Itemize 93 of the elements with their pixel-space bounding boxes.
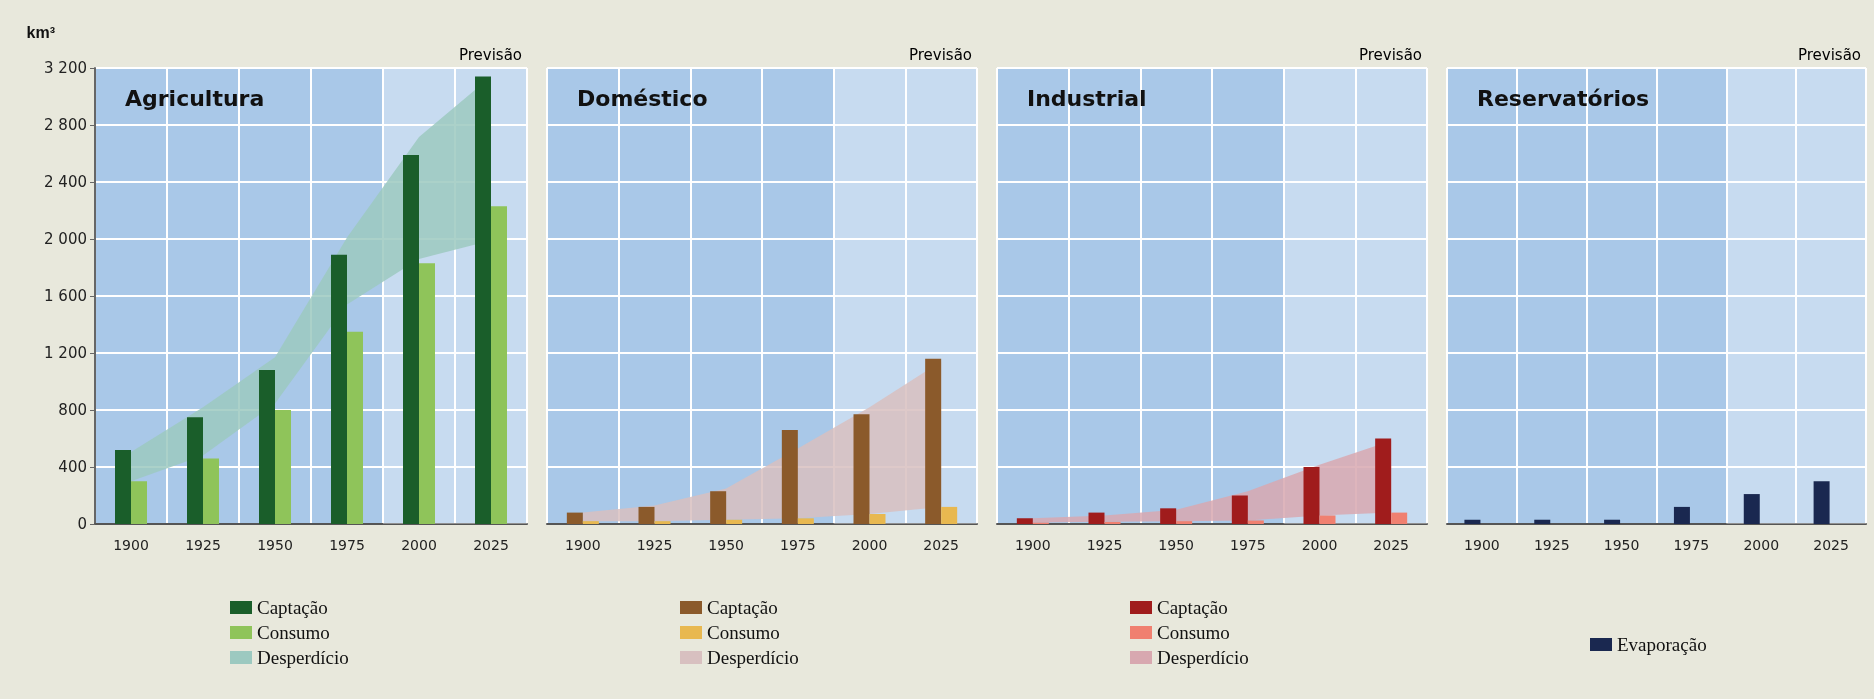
legend-label: Consumo: [1157, 622, 1230, 643]
bar: [654, 521, 671, 524]
bar: [1813, 481, 1830, 524]
legend-label: Captação: [257, 597, 328, 618]
legend-label: Consumo: [707, 622, 780, 643]
legend-label: Desperdício: [257, 647, 349, 668]
text: Agricultura: [125, 85, 265, 111]
bar: [1391, 512, 1408, 524]
bar: [203, 458, 219, 524]
bar: [566, 512, 583, 524]
x-tick-label: 2025: [473, 537, 509, 553]
x-tick-label: 1925: [1533, 537, 1570, 553]
bar: [491, 206, 507, 524]
bar: [187, 417, 203, 524]
x-tick-label: 2025: [923, 537, 959, 553]
x-tick-label: 1900: [1464, 537, 1500, 553]
y-axis-title: km³: [26, 23, 55, 41]
bar: [710, 491, 727, 524]
x-tick-label: 1975: [1673, 537, 1710, 553]
x-tick-label: 2000: [401, 537, 437, 553]
bar: [331, 254, 347, 524]
bar: [1743, 494, 1760, 524]
bar: [941, 506, 958, 524]
x-tick-label: 1900: [1015, 537, 1051, 553]
bar: [1160, 508, 1177, 524]
x-tick-label: 1975: [329, 537, 365, 553]
bar: [259, 370, 275, 524]
x-tick-label: 2000: [851, 537, 888, 553]
bar: [115, 449, 131, 524]
bar: [781, 429, 798, 524]
x-tick-label: 1975: [780, 537, 816, 553]
text: Reservatórios: [1477, 85, 1650, 111]
bar: [1319, 515, 1336, 524]
band-label: Previsão: [458, 45, 522, 64]
bar: [1016, 518, 1033, 524]
legend-label: Desperdício: [707, 647, 799, 668]
bar: [1534, 519, 1551, 524]
bar: [853, 414, 870, 524]
band-label: Previsão: [908, 45, 972, 64]
band-label: Previsão: [1797, 45, 1861, 64]
x-tick-label: 1975: [1230, 537, 1266, 553]
y-tick-label: 1 600: [44, 287, 87, 305]
x-tick-label: 1925: [185, 537, 221, 553]
text: Doméstico: [577, 85, 708, 111]
y-tick-label: 800: [58, 401, 87, 419]
bar: [1673, 506, 1690, 524]
bar: [347, 331, 363, 524]
bar: [131, 481, 147, 524]
x-tick-label: 1950: [257, 537, 293, 553]
x-tick-label: 1950: [1158, 537, 1194, 553]
x-tick-label: 2000: [1743, 537, 1780, 553]
bar: [925, 358, 942, 524]
bar: [1231, 495, 1248, 524]
legend-label: Captação: [707, 597, 778, 618]
bar: [1464, 519, 1481, 524]
bar: [638, 506, 655, 524]
bar: [1088, 512, 1105, 524]
legend-label: Consumo: [257, 622, 330, 643]
bar: [275, 410, 291, 524]
bar: [1604, 519, 1621, 524]
x-tick-label: 2025: [1813, 537, 1849, 553]
y-tick-label: 2 800: [44, 116, 87, 134]
band-label: Previsão: [1358, 45, 1422, 64]
bar: [1303, 467, 1320, 524]
y-tick-label: 3 200: [44, 59, 87, 77]
bar: [797, 518, 814, 524]
x-tick-label: 1900: [565, 537, 601, 553]
bar: [726, 519, 743, 524]
y-tick-label: 2 400: [44, 173, 87, 191]
x-tick-label: 2000: [1301, 537, 1338, 553]
bar: [1104, 521, 1121, 524]
x-tick-label: 1925: [1086, 537, 1123, 553]
bar: [1176, 521, 1193, 524]
x-tick-label: 1900: [113, 537, 149, 553]
legend-label: Evaporação: [1617, 634, 1707, 655]
x-tick-label: 2025: [1373, 537, 1409, 553]
y-tick-label: 400: [58, 458, 87, 476]
text: Industrial: [1027, 85, 1147, 111]
y-tick-label: 1 200: [44, 344, 87, 362]
y-tick-label: 2 000: [44, 230, 87, 248]
x-tick-label: 1925: [636, 537, 673, 553]
bar: [869, 514, 886, 524]
bar: [1375, 438, 1392, 524]
legend-label: Captação: [1157, 597, 1228, 618]
legend-label: Desperdício: [1157, 647, 1249, 668]
bar: [419, 263, 435, 524]
bar: [475, 76, 491, 524]
x-tick-label: 1950: [708, 537, 744, 553]
bar: [403, 154, 419, 524]
y-tick-label: 0: [77, 515, 87, 533]
bar: [582, 521, 599, 524]
bar: [1247, 520, 1264, 524]
x-tick-label: 1950: [1603, 537, 1640, 553]
